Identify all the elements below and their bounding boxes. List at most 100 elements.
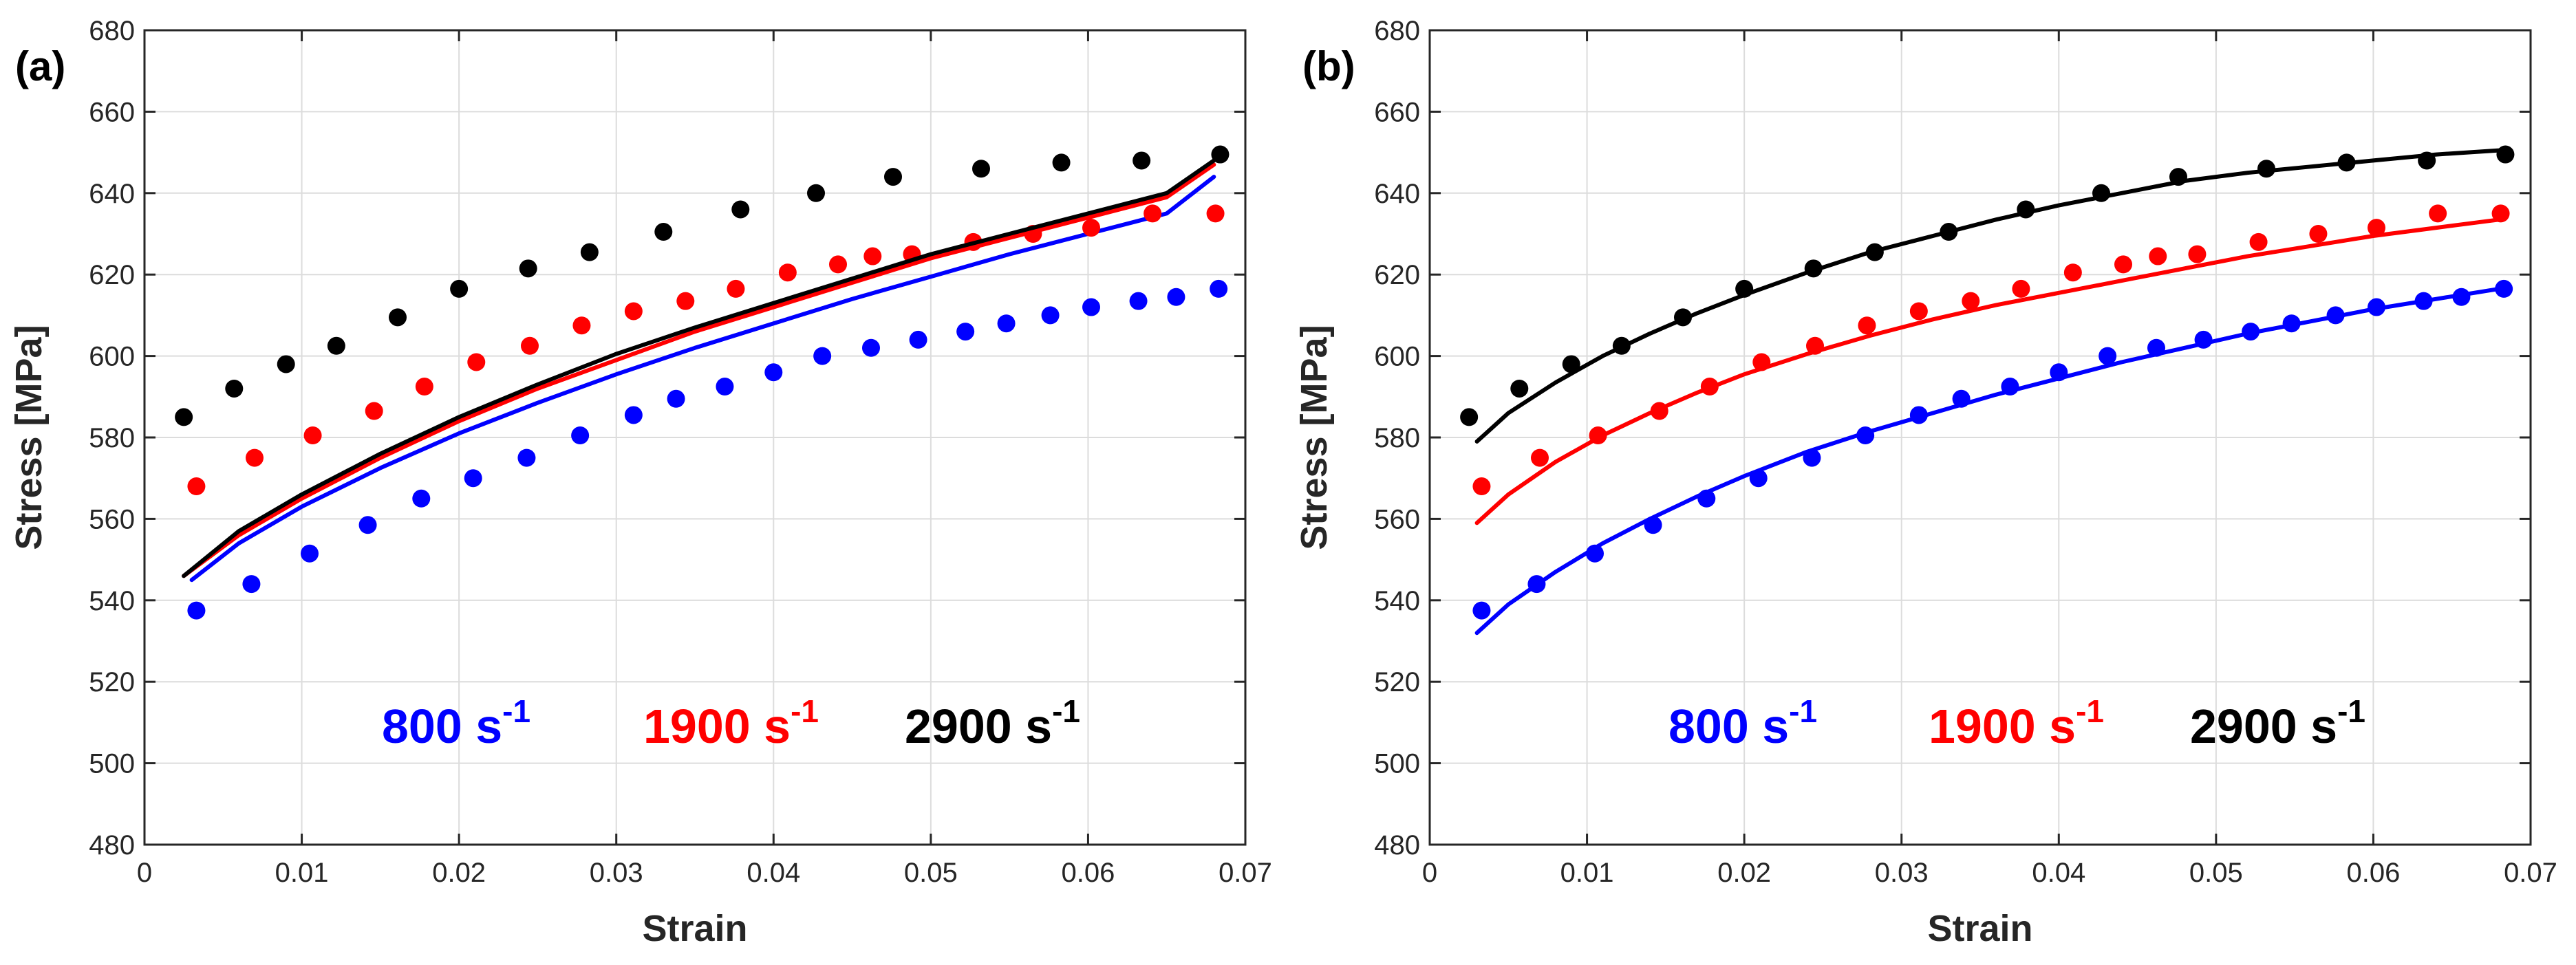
data-point <box>519 259 537 278</box>
y-tick-label: 520 <box>1374 667 1420 697</box>
series-3 <box>175 145 1230 578</box>
data-point <box>2418 151 2436 170</box>
data-point <box>1586 544 1604 563</box>
x-axis-label: Strain <box>642 908 747 949</box>
x-axis-label: Strain <box>1927 908 2032 949</box>
fit-line <box>182 158 1216 578</box>
data-point <box>2194 330 2213 349</box>
legend-superscript: -1 <box>791 693 819 729</box>
series-2 <box>1472 204 2510 525</box>
data-point <box>1562 355 1580 373</box>
data-point <box>450 279 469 298</box>
y-tick-label: 620 <box>89 260 135 290</box>
chart-panel-2: 0 0.01 0.02 0.03 0.04 0.05 0.06 0.07 480 500 520 54… <box>1294 16 2557 949</box>
x-tick-label: 0.06 <box>2346 858 2400 888</box>
data-point <box>1211 145 1230 164</box>
data-point <box>1909 302 1928 321</box>
x-tick-label: 0.01 <box>275 858 329 888</box>
data-point <box>2414 292 2433 310</box>
data-point <box>2429 204 2447 223</box>
x-tick-label: 0.03 <box>1875 858 1929 888</box>
data-point <box>997 314 1016 333</box>
data-point <box>676 292 695 310</box>
data-point <box>2452 288 2471 306</box>
legend-rate: 2900 s <box>2190 700 2337 753</box>
data-point <box>667 389 685 408</box>
legend-superscript: -1 <box>1052 693 1080 729</box>
data-point <box>2491 204 2510 223</box>
data-point <box>2063 263 2082 282</box>
data-point <box>1082 219 1100 237</box>
legend-superscript: -1 <box>2076 693 2104 729</box>
data-point <box>1167 288 1185 306</box>
data-point <box>1909 406 1928 424</box>
y-tick-label: 660 <box>89 97 135 127</box>
x-tick-label: 0.04 <box>747 858 800 888</box>
data-point <box>303 426 322 445</box>
series-2 <box>182 162 1225 578</box>
data-point <box>1858 316 1876 335</box>
data-point <box>358 516 377 534</box>
data-point <box>2099 347 2117 365</box>
data-point <box>624 406 643 424</box>
data-point <box>2337 153 2356 172</box>
panel-label: (b) <box>1302 43 1355 89</box>
x-tick-label: 0.05 <box>2189 858 2243 888</box>
x-tick-label: 0.01 <box>1560 858 1614 888</box>
data-point <box>1612 336 1631 355</box>
series-1 <box>1472 279 2513 636</box>
data-point <box>1510 379 1529 398</box>
data-point <box>956 323 975 341</box>
data-point <box>1856 426 1875 445</box>
data-point <box>2309 225 2328 243</box>
data-point <box>1644 516 1662 534</box>
data-point <box>1472 601 1491 620</box>
data-point <box>1749 469 1768 488</box>
legend-entry-2: 1900 s-1 <box>643 693 819 753</box>
data-point <box>2001 378 2019 395</box>
y-axis-label: Stress [MPa] <box>1294 325 1335 550</box>
y-tick-label: 540 <box>1374 586 1420 616</box>
data-point <box>764 363 783 382</box>
data-point <box>863 247 882 265</box>
data-point <box>2326 306 2345 325</box>
legend-entry-2: 1900 s-1 <box>1929 693 2104 753</box>
y-tick-label: 600 <box>89 342 135 372</box>
legend-superscript: -1 <box>1789 693 1817 729</box>
y-tick-label: 660 <box>1374 97 1420 127</box>
data-point <box>2188 245 2207 263</box>
data-point <box>2249 232 2268 251</box>
data-point <box>813 347 832 365</box>
data-point <box>884 168 902 186</box>
x-tick-label: 0.07 <box>1219 858 1272 888</box>
legend-entry-1: 800 s-1 <box>382 693 530 753</box>
data-point <box>1697 489 1716 508</box>
x-tick-label: 0.02 <box>432 858 486 888</box>
fit-line <box>1474 148 2502 444</box>
y-axis-label: Stress [MPa] <box>8 325 50 550</box>
data-point <box>909 330 927 349</box>
data-point <box>1210 279 1228 298</box>
data-point <box>778 263 797 282</box>
y-tick-label: 640 <box>89 179 135 209</box>
data-point <box>2050 363 2068 382</box>
fit-line <box>189 175 1216 583</box>
data-point <box>1129 292 1148 310</box>
data-point <box>716 378 734 395</box>
data-point <box>2017 200 2035 219</box>
data-point <box>301 544 319 563</box>
data-point <box>2114 255 2132 274</box>
data-point <box>2242 323 2260 341</box>
data-point <box>2495 279 2513 298</box>
data-point <box>517 448 536 467</box>
legend-rate: 800 s <box>1668 700 1789 753</box>
data-point <box>242 575 261 594</box>
x-tick-label: 0.02 <box>1717 858 1771 888</box>
y-tick-label: 580 <box>1374 423 1420 453</box>
data-point <box>1206 204 1225 223</box>
data-point <box>1460 408 1479 426</box>
data-point <box>1804 259 1823 278</box>
y-tick-label: 640 <box>1374 179 1420 209</box>
data-point <box>2149 247 2167 265</box>
fit-line <box>182 162 1216 578</box>
